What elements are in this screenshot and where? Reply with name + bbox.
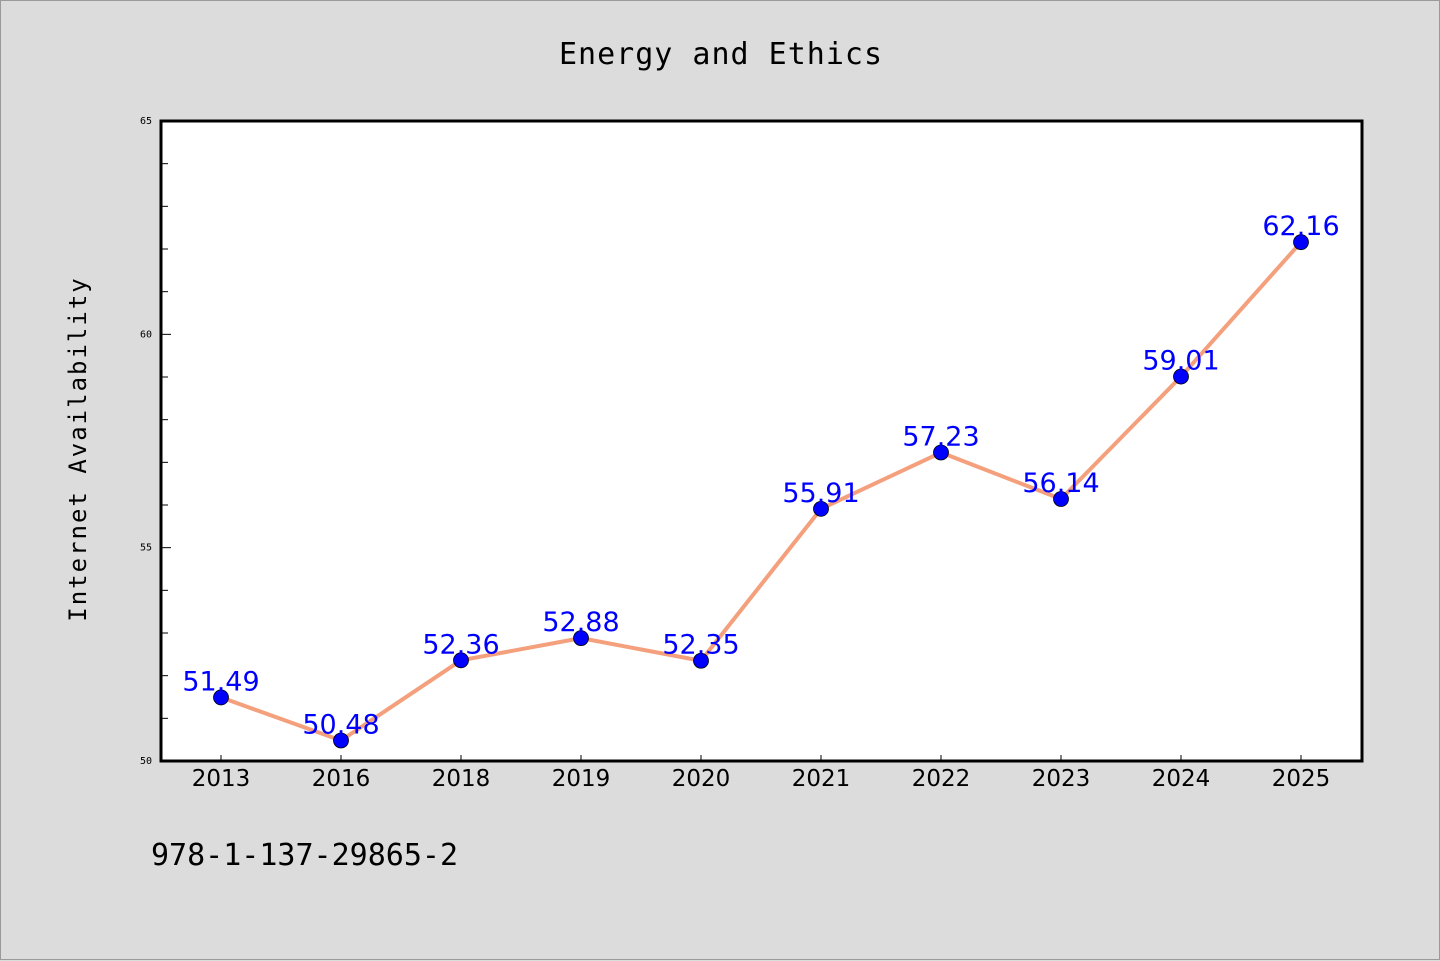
data-label: 57.23 (902, 422, 979, 453)
data-label: 62.16 (1262, 211, 1339, 242)
x-tick-label: 2020 (672, 766, 731, 792)
x-tick-label: 2021 (792, 766, 851, 792)
data-point (933, 444, 949, 461)
x-tick-label: 2013 (192, 766, 251, 792)
series-group: 51.49 50.48 52.36 52.88 52.35 55.91 57.23 56.14… (182, 211, 1340, 749)
x-tick-label: 2024 (1152, 766, 1211, 792)
series-line (220, 240, 1303, 743)
data-point (1173, 368, 1189, 385)
x-tick-label: 2016 (312, 766, 371, 792)
y-tick-label: 50 (140, 756, 152, 767)
y-tick-label: 65 (140, 116, 152, 127)
y-tick-label: 60 (140, 329, 152, 340)
x-tick-label: 2023 (1032, 766, 1091, 792)
x-tick-label: 2022 (912, 766, 971, 792)
x-axis-ticks: 2013 2016 2018 2019 2020 2021 2022 2023 2024 2025 (192, 755, 1331, 792)
data-point (693, 652, 709, 669)
data-label: 55.91 (782, 478, 859, 509)
data-label: 50.48 (302, 710, 379, 741)
y-axis-ticks: 50 55 60 65 (140, 116, 171, 767)
data-label: 52.35 (662, 630, 739, 661)
chart-title: Energy and Ethics (559, 37, 883, 72)
isbn-text: 978-1-137-29865-2 (151, 838, 458, 873)
data-label: 56.14 (1022, 468, 1099, 499)
data-point (453, 652, 469, 669)
data-label: 51.49 (182, 666, 259, 697)
data-point (813, 500, 829, 517)
y-tick-label: 55 (140, 543, 152, 554)
data-point (333, 732, 349, 749)
x-tick-label: 2019 (552, 766, 611, 792)
data-point (1053, 491, 1069, 507)
y-axis-label: Internet Availability (64, 276, 92, 621)
data-label: 59.01 (1142, 346, 1219, 377)
plot-area (159, 119, 1364, 763)
data-label: 52.88 (542, 607, 619, 638)
x-tick-label: 2025 (1272, 766, 1331, 792)
x-tick-label: 2018 (432, 766, 491, 792)
data-point (1293, 234, 1309, 251)
data-label: 52.36 (422, 629, 499, 660)
data-point (213, 689, 229, 706)
data-point (573, 630, 589, 647)
